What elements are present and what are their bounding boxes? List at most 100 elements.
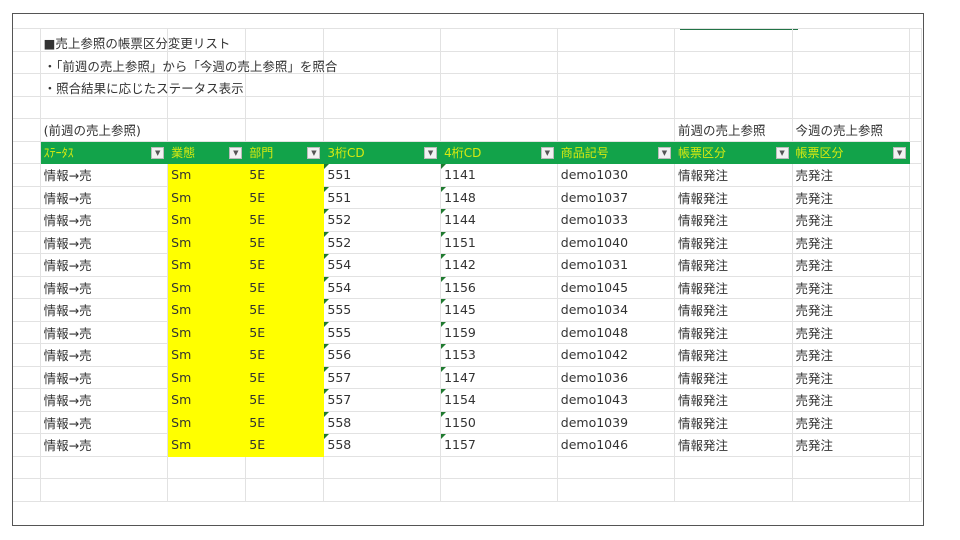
cell[interactable]: 情報発注 <box>673 343 793 367</box>
cell[interactable]: 1147 <box>440 365 558 389</box>
empty-cell[interactable] <box>909 478 922 502</box>
empty-cell[interactable] <box>39 455 169 479</box>
empty-cell[interactable] <box>556 118 675 142</box>
cell[interactable]: 売発注 <box>791 298 911 322</box>
cell[interactable]: 552 <box>323 208 442 232</box>
cell[interactable]: demo1045 <box>556 275 675 299</box>
empty-cell[interactable] <box>13 163 41 187</box>
empty-cell[interactable] <box>440 73 558 97</box>
cell[interactable]: 5E <box>245 230 325 254</box>
empty-cell[interactable] <box>909 253 922 277</box>
filter-dropdown-icon[interactable]: ▼ <box>540 146 554 159</box>
empty-cell[interactable] <box>909 50 922 74</box>
cell[interactable]: 情報発注 <box>673 433 793 457</box>
empty-cell[interactable] <box>791 50 911 74</box>
cell[interactable]: 5E <box>245 320 325 344</box>
cell[interactable]: 情報→売 <box>39 410 169 434</box>
column-header[interactable]: 帳票区分 ▼ <box>791 140 911 164</box>
empty-cell[interactable] <box>909 365 922 389</box>
cell[interactable]: 552 <box>323 230 442 254</box>
empty-cell[interactable] <box>909 95 922 119</box>
empty-cell[interactable] <box>167 118 247 142</box>
cell[interactable]: Sm <box>167 365 247 389</box>
empty-cell[interactable] <box>13 388 41 412</box>
cell[interactable]: 5E <box>245 343 325 367</box>
empty-cell[interactable] <box>13 185 41 209</box>
empty-cell[interactable] <box>167 50 247 74</box>
cell[interactable]: 1141 <box>440 163 558 187</box>
empty-cell[interactable] <box>556 478 675 502</box>
empty-cell[interactable] <box>909 163 922 187</box>
cell[interactable]: 情報→売 <box>39 185 169 209</box>
empty-cell[interactable] <box>13 455 41 479</box>
empty-cell[interactable] <box>673 73 793 97</box>
cell[interactable]: demo1043 <box>556 388 675 412</box>
empty-cell[interactable] <box>440 478 558 502</box>
empty-cell[interactable] <box>13 365 41 389</box>
cell[interactable]: 5E <box>245 185 325 209</box>
cell[interactable]: Sm <box>167 320 247 344</box>
empty-cell[interactable] <box>440 455 558 479</box>
cell[interactable]: Sm <box>167 410 247 434</box>
cell[interactable]: Sm <box>167 388 247 412</box>
empty-cell[interactable] <box>13 140 41 164</box>
cell[interactable]: 555 <box>323 320 442 344</box>
empty-cell[interactable] <box>556 73 675 97</box>
cell[interactable]: 1153 <box>440 343 558 367</box>
cell[interactable]: 1151 <box>440 230 558 254</box>
filter-dropdown-icon[interactable]: ▼ <box>424 146 438 159</box>
empty-cell[interactable] <box>791 455 911 479</box>
cell[interactable]: 情報発注 <box>673 320 793 344</box>
column-header[interactable]: ｽﾃｰﾀｽ ▼ <box>39 140 169 164</box>
empty-cell[interactable] <box>323 118 442 142</box>
empty-cell[interactable] <box>245 95 325 119</box>
empty-cell[interactable] <box>791 28 911 52</box>
cell[interactable]: 情報発注 <box>673 275 793 299</box>
cell[interactable]: 1159 <box>440 320 558 344</box>
empty-cell[interactable] <box>909 388 922 412</box>
cell[interactable]: 555 <box>323 298 442 322</box>
group-header-prev[interactable]: 前週の売上参照 <box>673 118 793 142</box>
empty-cell[interactable] <box>13 73 41 97</box>
empty-cell[interactable] <box>167 455 247 479</box>
cell[interactable]: 売発注 <box>791 343 911 367</box>
cell[interactable]: 情報→売 <box>39 320 169 344</box>
cell[interactable]: 情報→売 <box>39 230 169 254</box>
empty-cell[interactable] <box>323 73 442 97</box>
cell[interactable]: 557 <box>323 365 442 389</box>
empty-cell[interactable] <box>13 253 41 277</box>
cell[interactable]: 情報発注 <box>673 230 793 254</box>
cell[interactable]: 551 <box>323 185 442 209</box>
cell[interactable]: 売発注 <box>791 388 911 412</box>
empty-cell[interactable] <box>13 478 41 502</box>
cell[interactable]: Sm <box>167 208 247 232</box>
cell[interactable]: Sm <box>167 253 247 277</box>
cell[interactable]: 5E <box>245 298 325 322</box>
empty-cell[interactable] <box>673 455 793 479</box>
cell[interactable]: Sm <box>167 343 247 367</box>
cell[interactable]: 情報→売 <box>39 433 169 457</box>
empty-cell[interactable] <box>909 185 922 209</box>
cell[interactable]: 売発注 <box>791 275 911 299</box>
cell[interactable]: 554 <box>323 253 442 277</box>
empty-cell[interactable] <box>440 28 558 52</box>
empty-cell[interactable] <box>323 28 442 52</box>
column-header[interactable]: 商品記号 ▼ <box>556 140 675 164</box>
empty-cell[interactable] <box>909 118 922 142</box>
empty-cell[interactable] <box>323 478 442 502</box>
cell[interactable]: 5E <box>245 253 325 277</box>
empty-cell[interactable] <box>791 95 911 119</box>
cell[interactable]: 情報発注 <box>673 163 793 187</box>
cell[interactable]: 情報発注 <box>673 365 793 389</box>
cell[interactable]: 1150 <box>440 410 558 434</box>
empty-cell[interactable] <box>167 95 247 119</box>
empty-cell[interactable] <box>167 28 247 52</box>
empty-cell[interactable] <box>673 28 793 52</box>
cell[interactable]: 売発注 <box>791 365 911 389</box>
empty-cell[interactable] <box>13 230 41 254</box>
cell[interactable]: 情報→売 <box>39 253 169 277</box>
empty-cell[interactable] <box>909 343 922 367</box>
cell[interactable]: demo1040 <box>556 230 675 254</box>
cell[interactable]: 情報→売 <box>39 343 169 367</box>
empty-cell[interactable] <box>909 455 922 479</box>
